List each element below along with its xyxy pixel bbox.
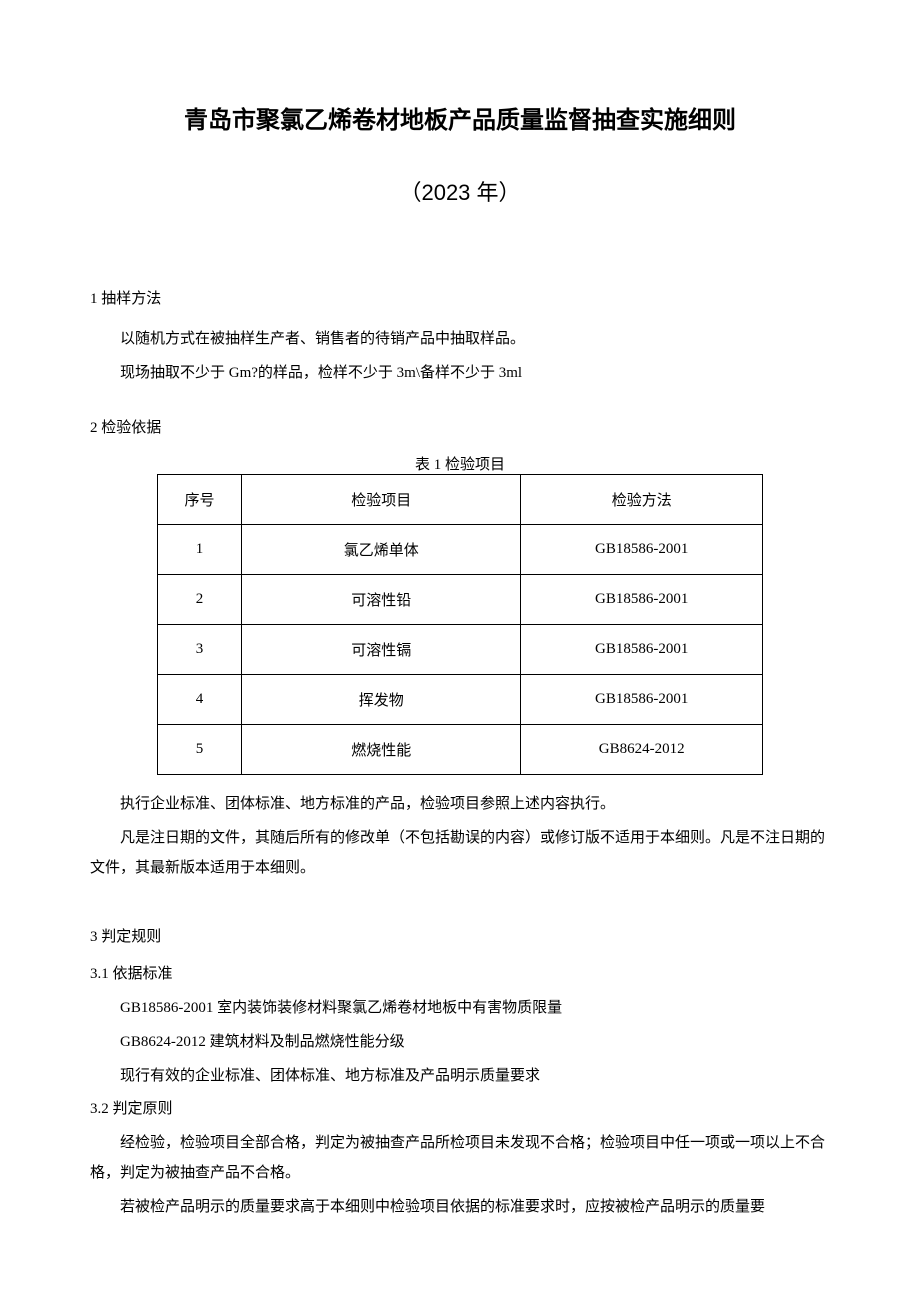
table-row: 3 可溶性镉 GB18586-2001 xyxy=(157,625,763,675)
table-header-row: 序号 检验项目 检验方法 xyxy=(157,475,763,525)
table-cell-method: GB18586-2001 xyxy=(521,675,763,725)
table-row: 1 氯乙烯单体 GB18586-2001 xyxy=(157,525,763,575)
table-cell-num: 2 xyxy=(157,575,242,625)
table-cell-num: 5 xyxy=(157,725,242,775)
table-row: 5 燃烧性能 GB8624-2012 xyxy=(157,725,763,775)
table-1-caption: 表 1 检验项目 xyxy=(90,453,830,474)
table-header-num: 序号 xyxy=(157,475,242,525)
section-3-2-para-2: 若被检产品明示的质量要求高于本细则中检验项目依据的标准要求时，应按被检产品明示的… xyxy=(90,1192,830,1222)
section-1-heading: 1 抽样方法 xyxy=(90,287,830,308)
section-2-heading: 2 检验依据 xyxy=(90,416,830,437)
section-1-line-1: 以随机方式在被抽样生产者、销售者的待销产品中抽取样品。 xyxy=(90,324,830,354)
section-3-1-line-2: GB8624-2012 建筑材料及制品燃烧性能分级 xyxy=(90,1027,830,1057)
table-cell-item: 氯乙烯单体 xyxy=(242,525,521,575)
section-2-para-2: 凡是注日期的文件，其随后所有的修改单（不包括勘误的内容）或修订版不适用于本细则。… xyxy=(90,823,830,883)
table-header-item: 检验项目 xyxy=(242,475,521,525)
table-cell-num: 4 xyxy=(157,675,242,725)
table-cell-num: 1 xyxy=(157,525,242,575)
table-cell-item: 燃烧性能 xyxy=(242,725,521,775)
section-3-1-heading: 3.1 依据标准 xyxy=(90,962,830,983)
document-year: （2023 年） xyxy=(90,175,830,207)
table-cell-num: 3 xyxy=(157,625,242,675)
table-cell-method: GB18586-2001 xyxy=(521,575,763,625)
table-row: 4 挥发物 GB18586-2001 xyxy=(157,675,763,725)
document-title: 青岛市聚氯乙烯卷材地板产品质量监督抽查实施细则 xyxy=(90,100,830,135)
section-3-2-para-1: 经检验，检验项目全部合格，判定为被抽查产品所检项目未发现不合格；检验项目中任一项… xyxy=(90,1128,830,1188)
table-row: 2 可溶性铅 GB18586-2001 xyxy=(157,575,763,625)
section-3-1-line-3: 现行有效的企业标准、团体标准、地方标准及产品明示质量要求 xyxy=(90,1061,830,1091)
table-header-method: 检验方法 xyxy=(521,475,763,525)
section-3-1-line-1: GB18586-2001 室内装饰装修材料聚氯乙烯卷材地板中有害物质限量 xyxy=(90,993,830,1023)
table-cell-item: 可溶性铅 xyxy=(242,575,521,625)
section-2-para-1: 执行企业标准、团体标准、地方标准的产品，检验项目参照上述内容执行。 xyxy=(90,789,830,819)
table-cell-item: 可溶性镉 xyxy=(242,625,521,675)
table-cell-method: GB8624-2012 xyxy=(521,725,763,775)
inspection-table: 序号 检验项目 检验方法 1 氯乙烯单体 GB18586-2001 2 可溶性铅… xyxy=(157,474,764,775)
table-cell-method: GB18586-2001 xyxy=(521,525,763,575)
section-3-2-heading: 3.2 判定原则 xyxy=(90,1097,830,1118)
section-3-heading: 3 判定规则 xyxy=(90,925,830,946)
table-cell-item: 挥发物 xyxy=(242,675,521,725)
table-cell-method: GB18586-2001 xyxy=(521,625,763,675)
section-1-line-2: 现场抽取不少于 Gm?的样品，检样不少于 3m\备样不少于 3ml xyxy=(90,358,830,388)
